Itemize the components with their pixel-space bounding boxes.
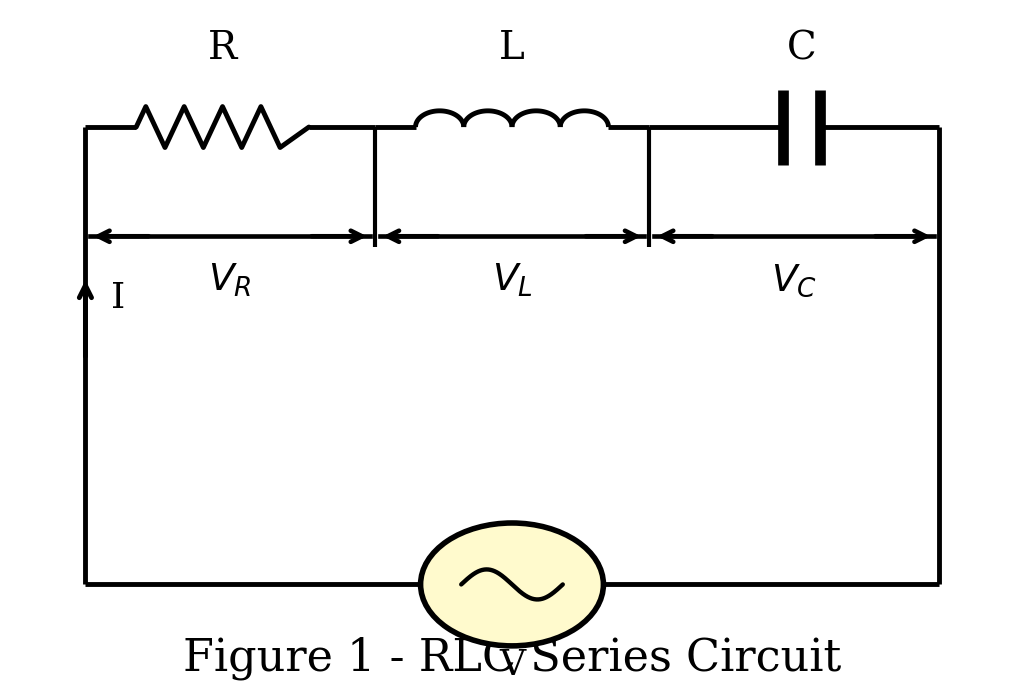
Text: $\mathit{V}_{C}$: $\mathit{V}_{C}$ <box>771 263 817 299</box>
Text: C: C <box>786 30 816 67</box>
Text: Figure 1 - RLC Series Circuit: Figure 1 - RLC Series Circuit <box>183 636 841 680</box>
Text: V: V <box>499 648 525 682</box>
Circle shape <box>421 523 603 646</box>
Text: L: L <box>499 30 525 67</box>
Text: $\mathit{V}_{R}$: $\mathit{V}_{R}$ <box>209 262 252 299</box>
Text: R: R <box>208 30 238 67</box>
Text: I: I <box>111 281 125 314</box>
Text: $\mathit{V}_{L}$: $\mathit{V}_{L}$ <box>492 262 532 299</box>
